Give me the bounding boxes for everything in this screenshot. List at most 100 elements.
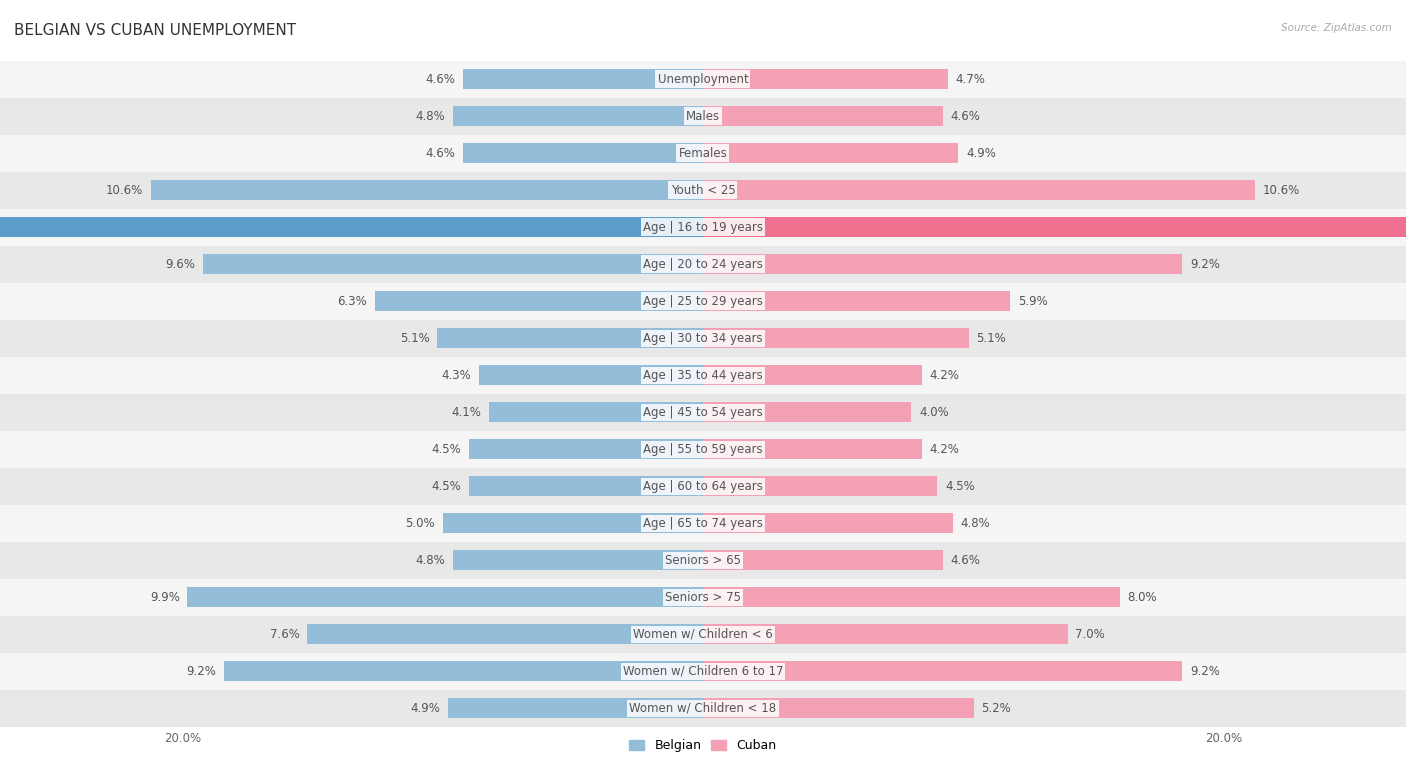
Bar (703, 365, 922, 385)
Bar (0, 319, 1406, 357)
Text: 5.2%: 5.2% (981, 702, 1011, 715)
Bar (468, 439, 703, 459)
Text: 4.5%: 4.5% (945, 480, 974, 493)
Text: 8.0%: 8.0% (1128, 590, 1157, 603)
Text: Age | 65 to 74 years: Age | 65 to 74 years (643, 517, 763, 530)
Bar (703, 217, 1406, 237)
Text: 4.0%: 4.0% (920, 406, 949, 419)
Bar (0, 394, 1406, 431)
Bar (0, 505, 1406, 542)
Text: Age | 30 to 34 years: Age | 30 to 34 years (643, 332, 763, 344)
Bar (0, 615, 1406, 653)
Text: 10.6%: 10.6% (105, 184, 143, 197)
Text: 4.8%: 4.8% (416, 110, 446, 123)
Text: Youth < 25: Youth < 25 (671, 184, 735, 197)
Bar (0, 653, 1406, 690)
Text: Women w/ Children < 18: Women w/ Children < 18 (630, 702, 776, 715)
Text: 4.6%: 4.6% (950, 553, 980, 567)
Text: Seniors > 65: Seniors > 65 (665, 553, 741, 567)
Text: 4.9%: 4.9% (966, 147, 995, 160)
Bar (224, 661, 703, 681)
Bar (703, 328, 969, 348)
Bar (0, 135, 1406, 172)
Text: 9.2%: 9.2% (1189, 257, 1220, 270)
Text: Women w/ Children 6 to 17: Women w/ Children 6 to 17 (623, 665, 783, 678)
Bar (703, 180, 1256, 201)
Text: Women w/ Children < 6: Women w/ Children < 6 (633, 628, 773, 640)
Text: 4.6%: 4.6% (426, 73, 456, 86)
Bar (703, 439, 922, 459)
Text: 10.6%: 10.6% (1263, 184, 1301, 197)
Text: 4.8%: 4.8% (416, 553, 446, 567)
Bar (703, 698, 974, 718)
Bar (0, 542, 1406, 578)
Legend: Belgian, Cuban: Belgian, Cuban (624, 734, 782, 757)
Text: Age | 55 to 59 years: Age | 55 to 59 years (643, 443, 763, 456)
Bar (0, 209, 1406, 245)
Bar (0, 282, 1406, 319)
Bar (375, 291, 703, 311)
Text: Age | 60 to 64 years: Age | 60 to 64 years (643, 480, 763, 493)
Bar (150, 180, 703, 201)
Bar (703, 550, 942, 570)
Text: 7.6%: 7.6% (270, 628, 299, 640)
Bar (308, 624, 703, 644)
Bar (703, 254, 1182, 274)
Text: Source: ZipAtlas.com: Source: ZipAtlas.com (1281, 23, 1392, 33)
Bar (0, 431, 1406, 468)
Text: 4.8%: 4.8% (960, 517, 990, 530)
Text: 5.1%: 5.1% (976, 332, 1007, 344)
Text: Age | 25 to 29 years: Age | 25 to 29 years (643, 294, 763, 307)
Bar (479, 365, 703, 385)
Text: 4.5%: 4.5% (432, 480, 461, 493)
Text: Seniors > 75: Seniors > 75 (665, 590, 741, 603)
Text: 9.2%: 9.2% (186, 665, 217, 678)
Bar (489, 402, 703, 422)
Bar (0, 217, 703, 237)
Bar (187, 587, 703, 607)
Bar (703, 476, 938, 497)
Text: 4.6%: 4.6% (950, 110, 980, 123)
Text: BELGIAN VS CUBAN UNEMPLOYMENT: BELGIAN VS CUBAN UNEMPLOYMENT (14, 23, 297, 38)
Text: 4.9%: 4.9% (411, 702, 440, 715)
Text: Females: Females (679, 147, 727, 160)
Bar (0, 61, 1406, 98)
Text: 5.9%: 5.9% (1018, 294, 1047, 307)
Bar (703, 587, 1119, 607)
Bar (703, 513, 953, 534)
Text: 9.6%: 9.6% (166, 257, 195, 270)
Bar (703, 143, 957, 164)
Text: Age | 20 to 24 years: Age | 20 to 24 years (643, 257, 763, 270)
Bar (0, 578, 1406, 615)
Bar (703, 624, 1067, 644)
Bar (0, 245, 1406, 282)
Bar (703, 69, 948, 89)
Text: Age | 16 to 19 years: Age | 16 to 19 years (643, 220, 763, 234)
Bar (443, 513, 703, 534)
Bar (202, 254, 703, 274)
Bar (703, 661, 1182, 681)
Text: 4.1%: 4.1% (451, 406, 482, 419)
Text: 4.5%: 4.5% (432, 443, 461, 456)
Text: Unemployment: Unemployment (658, 73, 748, 86)
Bar (453, 550, 703, 570)
Bar (449, 698, 703, 718)
Bar (0, 690, 1406, 727)
Text: Age | 35 to 44 years: Age | 35 to 44 years (643, 369, 763, 382)
Text: 4.2%: 4.2% (929, 369, 959, 382)
Bar (0, 357, 1406, 394)
Text: 7.0%: 7.0% (1076, 628, 1105, 640)
Bar (0, 98, 1406, 135)
Bar (468, 476, 703, 497)
Bar (703, 402, 911, 422)
Text: 4.3%: 4.3% (441, 369, 471, 382)
Text: 4.6%: 4.6% (426, 147, 456, 160)
Text: Age | 45 to 54 years: Age | 45 to 54 years (643, 406, 763, 419)
Bar (464, 69, 703, 89)
Bar (0, 172, 1406, 209)
Text: 4.7%: 4.7% (956, 73, 986, 86)
Bar (703, 106, 942, 126)
Text: 9.9%: 9.9% (150, 590, 180, 603)
Bar (0, 468, 1406, 505)
Text: 5.1%: 5.1% (399, 332, 430, 344)
